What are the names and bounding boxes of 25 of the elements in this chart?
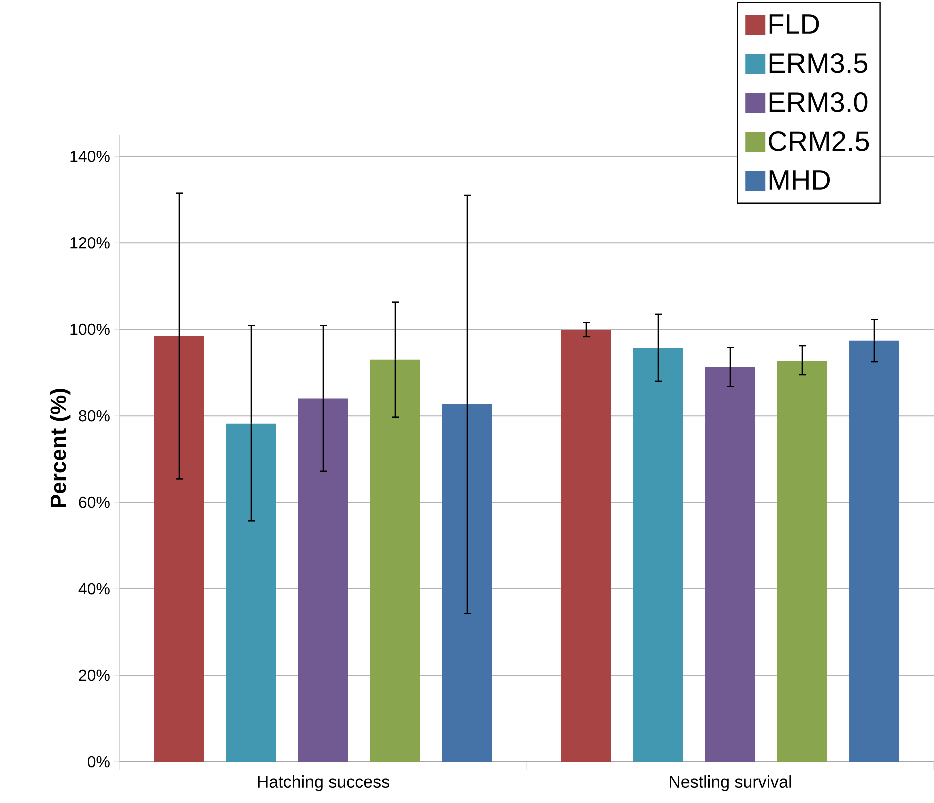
y-tick-label: 60% [79, 496, 110, 508]
bar [634, 348, 684, 762]
y-tick-label: 20% [79, 670, 110, 682]
x-tick-label: Hatching success [258, 776, 390, 792]
bar [226, 424, 276, 762]
y-tick-label: 100% [70, 324, 110, 336]
y-axis-title: Percent (%) [50, 389, 71, 508]
legend-label: CRM2.5 [769, 132, 870, 152]
legend-label: ERM3.5 [770, 53, 868, 74]
legend-label: FLD [770, 14, 820, 34]
bar [562, 330, 612, 762]
bar [154, 336, 205, 762]
bar [370, 360, 421, 762]
y-tick-label: 80% [79, 410, 110, 422]
bar [706, 367, 756, 762]
y-tick-label: 120% [70, 237, 110, 249]
legend-label: ERM3.0 [770, 92, 868, 112]
y-tick-label: 40% [78, 583, 110, 595]
y-tick-label: 140% [70, 150, 110, 162]
bar [778, 361, 828, 762]
bar [850, 340, 900, 762]
x-tick-label: Nestling survival [670, 776, 792, 792]
bar [298, 398, 348, 762]
y-tick-label: 0% [88, 756, 110, 768]
legend-label: MHD [770, 170, 830, 190]
